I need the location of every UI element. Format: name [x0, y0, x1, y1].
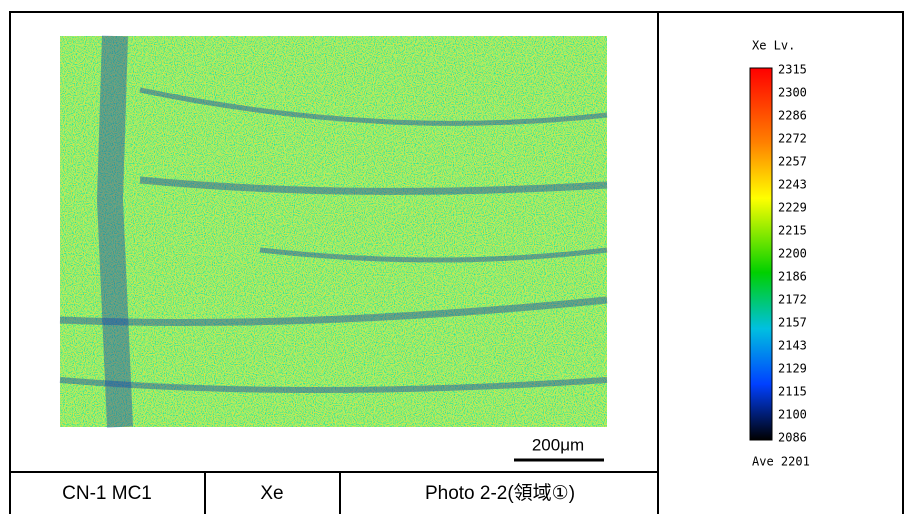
legend-level: 2186 — [778, 270, 807, 284]
scale-bar-label: 200μm — [532, 435, 584, 454]
map-noise — [60, 36, 607, 427]
legend-level: 2315 — [778, 63, 807, 77]
map-streaks — [59, 35, 608, 428]
legend-level: 2229 — [778, 201, 807, 215]
table-cell: Xe — [260, 483, 283, 504]
legend-level: 2157 — [778, 316, 807, 330]
legend-level: 2257 — [778, 155, 807, 169]
outer-frame — [9, 11, 904, 514]
map-image — [59, 35, 608, 428]
table-cell: CN-1 MC1 — [62, 483, 152, 504]
legend-level: 2143 — [778, 339, 807, 353]
legend-level: 2272 — [778, 132, 807, 146]
legend-level: 2286 — [778, 109, 807, 123]
legend-levels: 2315 2300 2286 2272 2257 2243 2229 2215 2200 2186… — [778, 63, 807, 445]
legend-level: 2129 — [778, 362, 807, 376]
legend-average: Ave 2201 — [752, 455, 810, 469]
legend-level: 2215 — [778, 224, 807, 238]
legend-level: 2100 — [778, 408, 807, 422]
legend-level: 2200 — [778, 247, 807, 261]
legend-level: 2243 — [778, 178, 807, 192]
table-cell: Photo 2-2(領域①) — [425, 482, 575, 504]
legend-level: 2172 — [778, 293, 807, 307]
legend-level: 2086 — [778, 431, 807, 445]
legend-level: 2115 — [778, 385, 807, 399]
color-bar — [749, 67, 773, 441]
legend-level: 2300 — [778, 86, 807, 100]
legend-title: Xe Lv. — [752, 39, 795, 53]
